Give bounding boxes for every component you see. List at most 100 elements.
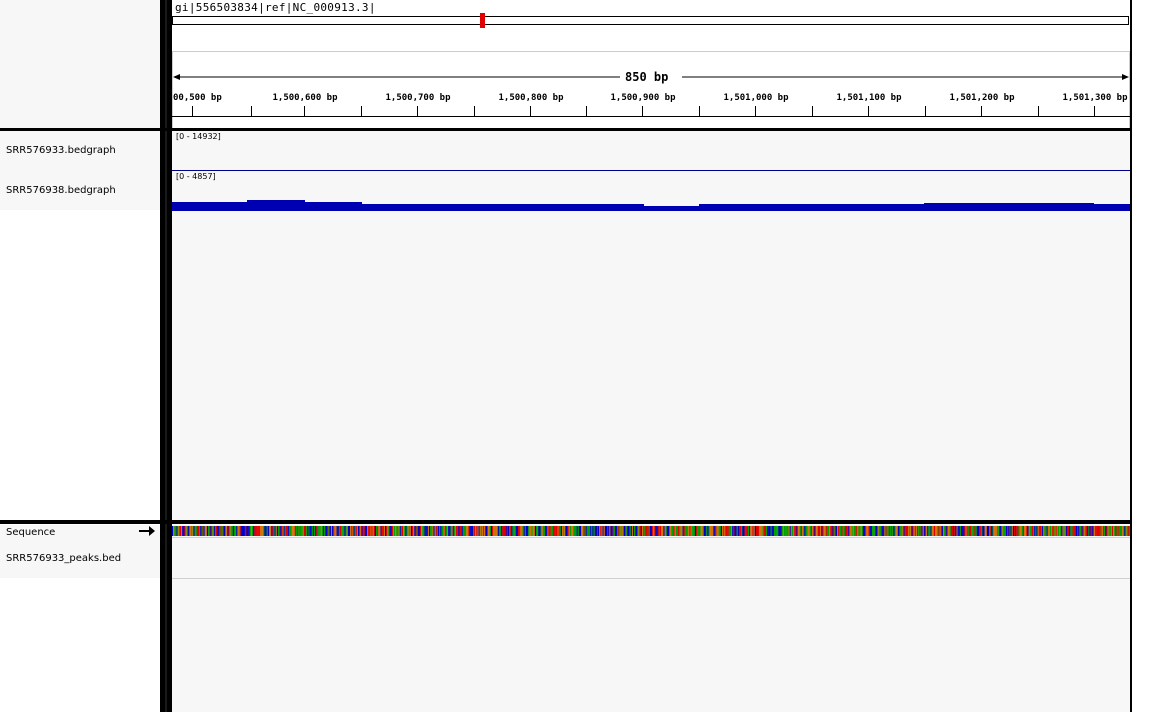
sequence-base [803,526,805,536]
sequence-base [564,526,566,536]
sequence-base [317,526,319,536]
ruler-minor-tick [251,106,252,116]
sequence-track[interactable] [172,525,1130,537]
sequence-base [558,526,560,536]
sequence-base [1034,526,1036,536]
sequence-base [261,526,263,536]
sequence-base [297,526,299,536]
sequence-base [246,526,248,536]
sequence-base [843,526,846,536]
sequence-base [1065,526,1068,536]
sequence-base [709,526,711,536]
sequence-base [454,526,457,536]
sequence-base [294,526,297,536]
sequence-base [1002,526,1004,536]
sequence-base [914,526,917,536]
ruler-minor-tick [474,106,475,116]
sequence-base [513,526,515,536]
header-divider[interactable] [0,128,1132,131]
sequence-base [400,526,403,536]
sequence-base [546,526,548,536]
sequence-base [1124,526,1126,536]
sequence-base [1110,526,1113,536]
sequence-base [987,526,990,536]
sequence-base [811,526,813,536]
sequence-base [221,526,223,536]
sequence-base [800,526,803,536]
sequence-base [805,526,807,536]
sequence-base [1035,526,1037,536]
sequence-base [569,526,572,536]
sequence-base [884,526,886,536]
sequence-base [1106,526,1108,536]
track-name-srr576933[interactable]: SRR576933.bedgraph [6,145,116,156]
sequence-base [707,526,709,536]
chromosome-ideogram[interactable] [172,16,1129,25]
sequence-base [556,526,558,536]
sequence-base [440,526,442,536]
track-name-sequence[interactable]: Sequence [6,527,56,538]
sequence-base [1115,526,1117,536]
sequence-base [613,526,616,536]
sequence-base [361,526,363,536]
sequence-base [654,526,656,536]
sequence-base [675,526,678,536]
ruler-major-tick [981,106,982,116]
track1-area[interactable] [172,131,1130,170]
sequence-base [947,526,949,536]
sequence-base [254,526,256,536]
feature-divider[interactable] [0,520,1132,524]
data-panel [172,131,1130,521]
sequence-base [310,526,312,536]
sequence-base [259,526,262,536]
sequence-base [472,526,475,536]
sequence-base [1025,526,1027,536]
sequence-base [772,526,774,536]
sequence-base [395,526,397,536]
sequence-base [978,526,981,536]
track-name-peaks[interactable]: SRR576933_peaks.bed [6,553,122,564]
sequence-base [522,526,524,536]
track-name-srr576938[interactable]: SRR576938.bedgraph [6,185,116,196]
sequence-base [708,526,710,536]
ruler-baseline [172,116,1130,117]
sequence-base [599,526,601,536]
sequence-base [1119,526,1122,536]
sequence-base [724,526,726,536]
sequence-base [326,526,328,536]
peaks-track-area[interactable] [172,540,1130,578]
sequence-base [1086,526,1088,536]
sequence-base [962,526,964,536]
sequence-base [300,526,302,536]
sequence-base [842,526,844,536]
sequence-base [949,526,951,536]
right-arrow-icon[interactable] [139,526,155,536]
sequence-base [282,526,284,536]
sequence-base [920,526,922,536]
sequence-base [740,526,742,536]
sequence-base [380,526,382,536]
sequence-base [950,526,953,536]
sequence-base [864,526,866,536]
sequence-base [586,526,589,536]
sequence-base [265,526,267,536]
sequence-base [390,526,392,536]
sequence-base [1017,526,1019,536]
sequence-base [425,526,427,536]
ruler-minor-tick [699,106,700,116]
sequence-base [877,526,879,536]
sequence-base [515,526,518,536]
sequence-base [618,526,620,536]
sequence-base [726,526,728,536]
sequence-base [406,526,408,536]
sequence-base [720,526,723,536]
sequence-base [696,526,698,536]
sequence-base [227,526,229,536]
sequence-base [684,526,687,536]
sequence-base [927,526,929,536]
sequence-base [594,526,596,536]
sequence-base [1096,526,1098,536]
sequence-base [268,526,271,536]
sequence-base [832,526,834,536]
sequence-base [865,526,867,536]
